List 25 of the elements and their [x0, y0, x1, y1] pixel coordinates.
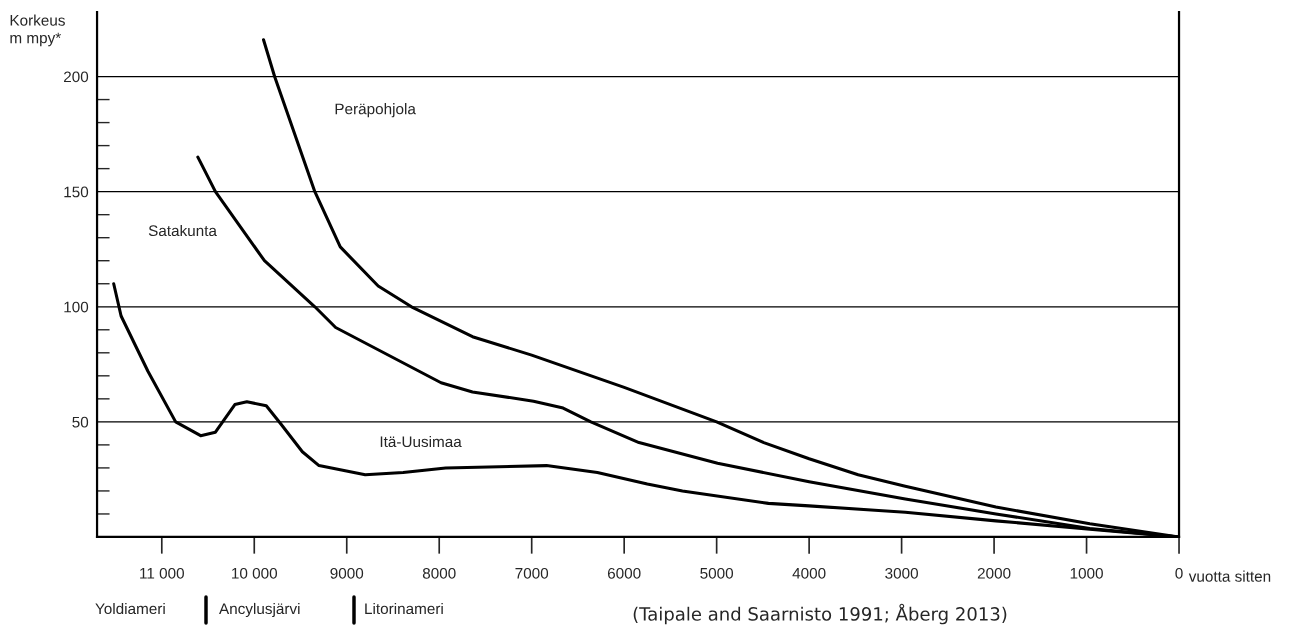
- y-tick-label: 150: [64, 186, 89, 198]
- x-tick-label: 11 000: [140, 567, 184, 579]
- x-tick-label: 8000: [422, 567, 456, 579]
- y-axis-title: Korkeus m mpy*: [10, 14, 65, 47]
- x-tick-label: 10 000: [232, 567, 278, 579]
- x-tick-label: 1000: [1070, 567, 1103, 579]
- series-label: Satakunta: [148, 224, 217, 237]
- x-tick-label: 3000: [885, 567, 918, 579]
- y-tick-label: 50: [72, 416, 89, 428]
- text: Ancylusjärvi: [219, 602, 300, 618]
- x-tick-label: 7000: [515, 567, 549, 579]
- x-tick-label: 9000: [330, 567, 364, 579]
- x-tick-label: 2000: [977, 567, 1011, 579]
- x-tick-label: 5000: [700, 567, 734, 579]
- y-tick-label: 200: [64, 71, 89, 83]
- x-axis-title: vuotta sitten: [1188, 570, 1271, 582]
- y-tick-label: 100: [64, 301, 89, 313]
- text: (Taipale and Saarnisto 1991; Åberg 2013): [633, 603, 1007, 625]
- series-label: Itä-Uusimaa: [380, 435, 462, 448]
- text: Peräpohjola: [335, 103, 416, 118]
- text: Litorinameri: [365, 602, 443, 615]
- x-tick-label: 0: [1175, 567, 1183, 579]
- x-tick-label: 4000: [792, 567, 826, 579]
- text: Yoldiameri: [95, 602, 165, 615]
- x-tick-label: 6000: [607, 567, 641, 579]
